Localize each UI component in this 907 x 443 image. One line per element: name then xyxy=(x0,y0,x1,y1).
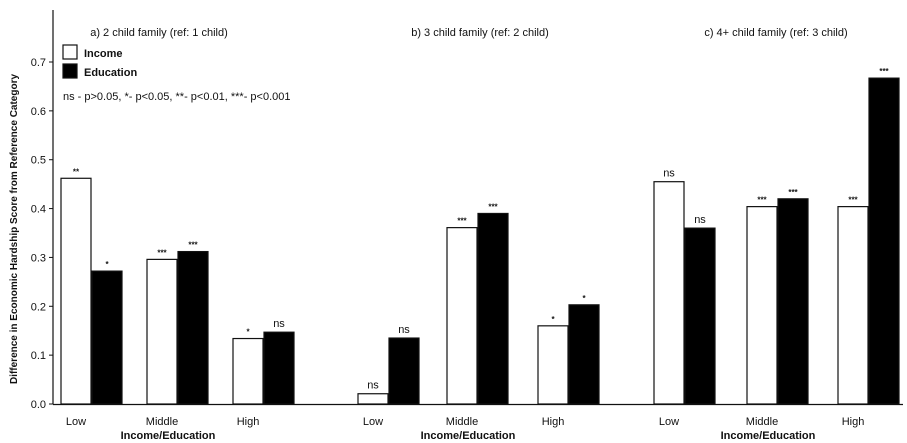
bar xyxy=(446,227,478,405)
significance-label: ** xyxy=(73,167,80,176)
y-tick-label: 0.1 xyxy=(31,350,46,362)
panel-title: b) 3 child family (ref: 2 child) xyxy=(411,27,549,39)
bar xyxy=(837,206,869,405)
bar xyxy=(537,325,569,405)
bar xyxy=(91,270,123,405)
significance-label: ns xyxy=(273,318,285,330)
x-tick-label: Low xyxy=(363,416,383,428)
significance-label: *** xyxy=(488,202,498,211)
bar xyxy=(653,181,685,405)
bar xyxy=(232,337,264,405)
x-tick-label: Middle xyxy=(746,416,778,428)
legend-label: Income xyxy=(84,48,123,60)
bar xyxy=(177,250,209,405)
significance-label: *** xyxy=(457,217,467,226)
x-axis-label: Income/Education xyxy=(121,430,216,442)
significance-label: ns xyxy=(694,214,706,226)
y-tick-label: 0.3 xyxy=(31,252,46,264)
bar xyxy=(146,258,178,405)
bar xyxy=(357,393,389,405)
significance-label: *** xyxy=(188,241,198,250)
bar xyxy=(868,77,900,405)
significance-label: *** xyxy=(157,248,167,257)
bar xyxy=(746,206,778,405)
bar xyxy=(684,227,716,405)
x-tick-label: High xyxy=(542,416,565,428)
x-tick-label: Middle xyxy=(146,416,178,428)
significance-label: *** xyxy=(848,196,858,205)
y-tick-label: 0.4 xyxy=(31,204,46,216)
y-tick-label: 0.6 xyxy=(31,106,46,118)
significance-label: ns xyxy=(663,168,675,180)
x-tick-label: Low xyxy=(66,416,86,428)
y-tick-label: 0.5 xyxy=(31,155,46,167)
x-tick-label: High xyxy=(237,416,260,428)
significance-label: * xyxy=(582,294,586,303)
bar xyxy=(388,337,420,405)
significance-label: * xyxy=(551,315,555,324)
legend-swatch xyxy=(62,44,78,60)
significance-label: *** xyxy=(879,67,889,76)
y-tick-label: 0.7 xyxy=(31,57,46,69)
y-axis-label: Difference in Economic Hardship Score fr… xyxy=(9,74,20,385)
significance-note: ns - p>0.05, *- p<0.05, **- p<0.01, ***-… xyxy=(63,91,291,103)
legend-swatch xyxy=(62,63,78,79)
significance-label: *** xyxy=(757,196,767,205)
bar xyxy=(60,177,92,405)
x-axis-label: Income/Education xyxy=(721,430,816,442)
x-tick-label: Low xyxy=(659,416,679,428)
bar xyxy=(777,198,809,405)
significance-label: * xyxy=(246,328,250,337)
x-tick-label: Middle xyxy=(446,416,478,428)
y-tick-label: 0.0 xyxy=(31,399,46,411)
bar xyxy=(477,212,509,405)
significance-label: * xyxy=(105,260,109,269)
significance-label: ns xyxy=(398,324,410,336)
significance-label: *** xyxy=(788,188,798,197)
y-tick-label: 0.2 xyxy=(31,301,46,313)
bar xyxy=(568,304,600,405)
panel-title: a) 2 child family (ref: 1 child) xyxy=(90,27,228,39)
bar xyxy=(263,331,295,405)
panel-title: c) 4+ child family (ref: 3 child) xyxy=(704,27,847,39)
x-axis-label: Income/Education xyxy=(421,430,516,442)
x-tick-label: High xyxy=(842,416,865,428)
significance-label: ns xyxy=(367,380,379,392)
legend-label: Education xyxy=(84,67,137,79)
